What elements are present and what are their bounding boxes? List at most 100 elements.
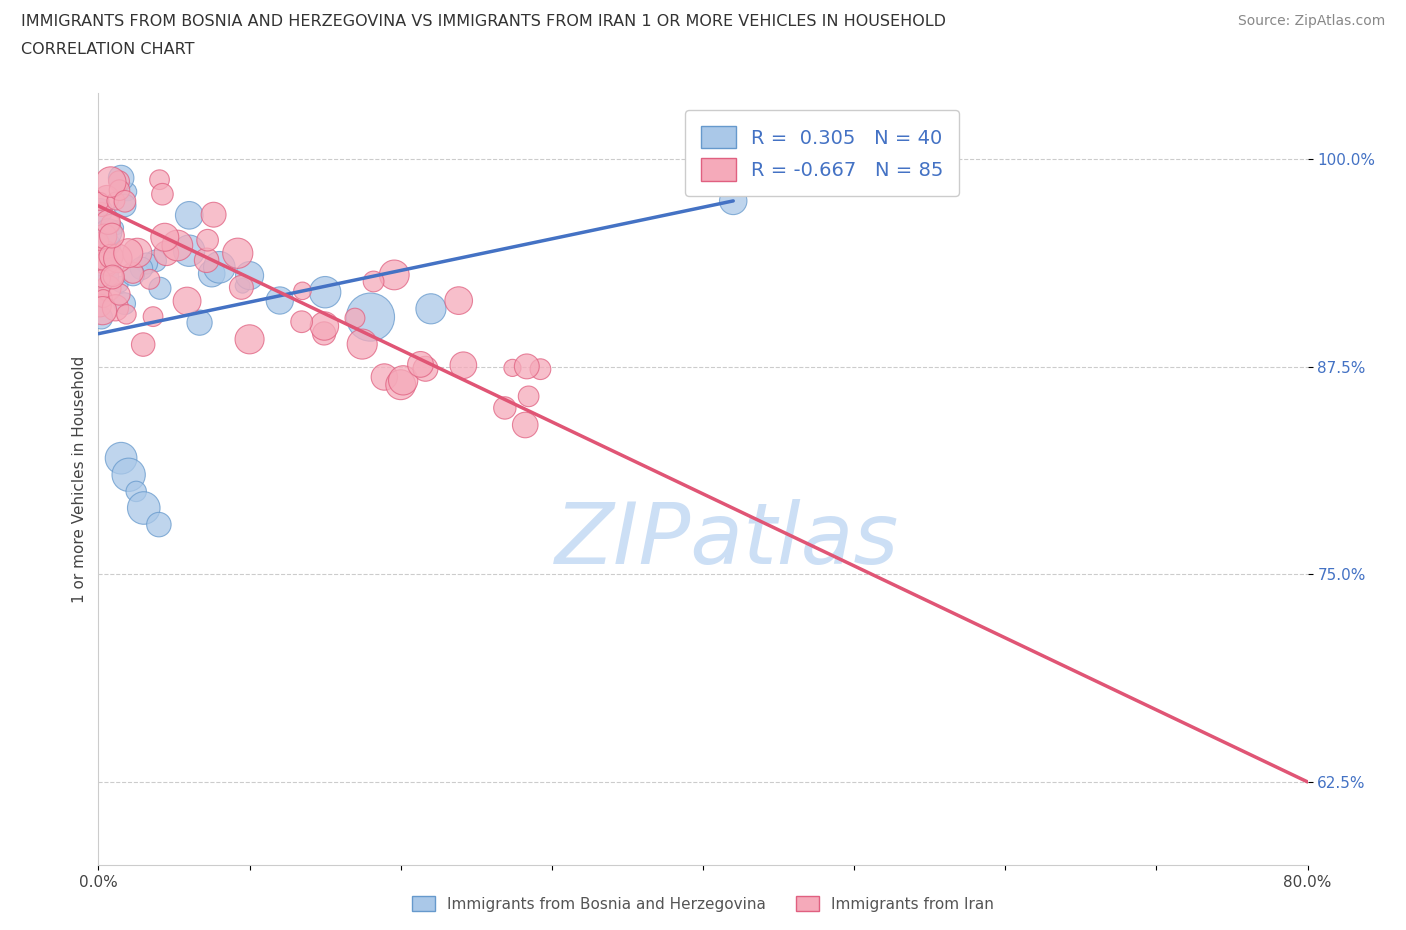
Point (90, 202, 112, 217)
Point (101, 228, 124, 243)
Point (517, 389, 540, 404)
Legend: Immigrants from Bosnia and Herzegovina, Immigrants from Iran: Immigrants from Bosnia and Herzegovina, … (405, 889, 1001, 918)
Point (104, 193, 127, 208)
Point (142, 309, 165, 324)
Point (360, 310, 382, 325)
Point (90, 311, 112, 325)
Point (501, 361, 523, 376)
Point (529, 362, 551, 377)
Point (389, 378, 412, 392)
Point (110, 451, 132, 466)
Point (314, 319, 336, 334)
Point (352, 337, 374, 352)
Point (108, 174, 131, 189)
Point (89, 299, 111, 313)
Point (96, 256, 118, 271)
Point (131, 261, 153, 276)
Point (98, 237, 121, 252)
Point (139, 272, 162, 286)
Point (96, 191, 118, 206)
Point (108, 182, 131, 197)
Point (117, 184, 139, 199)
Point (231, 280, 253, 295)
Point (90, 288, 112, 303)
Point (239, 268, 262, 283)
Point (291, 314, 314, 329)
Point (132, 337, 155, 352)
Point (100, 217, 122, 232)
Point (415, 362, 437, 377)
Text: Source: ZipAtlas.com: Source: ZipAtlas.com (1237, 14, 1385, 28)
Point (179, 244, 201, 259)
Text: IMMIGRANTS FROM BOSNIA AND HERZEGOVINA VS IMMIGRANTS FROM IRAN 1 OR MORE VEHICLE: IMMIGRANTS FROM BOSNIA AND HERZEGOVINA V… (21, 14, 946, 29)
Point (155, 246, 177, 260)
Point (110, 277, 132, 292)
Point (89, 204, 111, 219)
Point (114, 198, 136, 213)
Point (515, 418, 537, 432)
Point (107, 251, 129, 266)
Point (136, 256, 159, 271)
Point (723, 193, 745, 208)
Point (121, 265, 143, 280)
Point (97, 260, 120, 275)
Point (125, 484, 148, 498)
Point (149, 281, 172, 296)
Point (201, 266, 224, 281)
Point (148, 172, 170, 187)
Point (132, 500, 155, 515)
Point (148, 517, 170, 532)
Point (153, 230, 176, 245)
Point (232, 278, 254, 293)
Point (103, 269, 125, 284)
Point (91, 303, 114, 318)
Point (97, 281, 120, 296)
Point (195, 253, 218, 268)
Point (89, 194, 111, 209)
Point (114, 296, 136, 311)
Point (97, 215, 120, 230)
Point (93, 229, 115, 244)
Point (93, 286, 115, 301)
Point (104, 300, 127, 315)
Point (108, 287, 131, 302)
Point (145, 253, 167, 268)
Point (152, 187, 174, 202)
Point (96, 269, 118, 284)
Point (127, 246, 149, 260)
Point (114, 193, 136, 208)
Text: ZIPatlas: ZIPatlas (555, 499, 900, 582)
Point (89, 234, 111, 249)
Point (100, 259, 122, 274)
Point (166, 238, 188, 253)
Point (373, 369, 395, 384)
Point (239, 332, 262, 347)
Point (269, 293, 291, 308)
Point (453, 358, 475, 373)
Point (314, 285, 336, 299)
Y-axis label: 1 or more Vehicles in Household: 1 or more Vehicles in Household (72, 355, 87, 603)
Point (1229, 874, 1251, 889)
Point (179, 208, 201, 223)
Point (90, 272, 112, 286)
Point (392, 373, 415, 388)
Point (343, 311, 366, 325)
Point (122, 267, 145, 282)
Point (101, 270, 124, 285)
Point (197, 232, 219, 247)
Point (382, 268, 405, 283)
Point (176, 294, 198, 309)
Point (202, 207, 225, 222)
Point (291, 284, 314, 299)
Point (110, 170, 132, 185)
Point (105, 220, 128, 235)
Point (96, 243, 118, 258)
Point (516, 359, 538, 374)
Point (93, 291, 115, 306)
Point (314, 326, 336, 341)
Legend: R =  0.305   N = 40, R = -0.667   N = 85: R = 0.305 N = 40, R = -0.667 N = 85 (685, 111, 959, 196)
Point (363, 274, 385, 289)
Point (118, 468, 141, 483)
Point (90, 277, 112, 292)
Point (100, 249, 122, 264)
